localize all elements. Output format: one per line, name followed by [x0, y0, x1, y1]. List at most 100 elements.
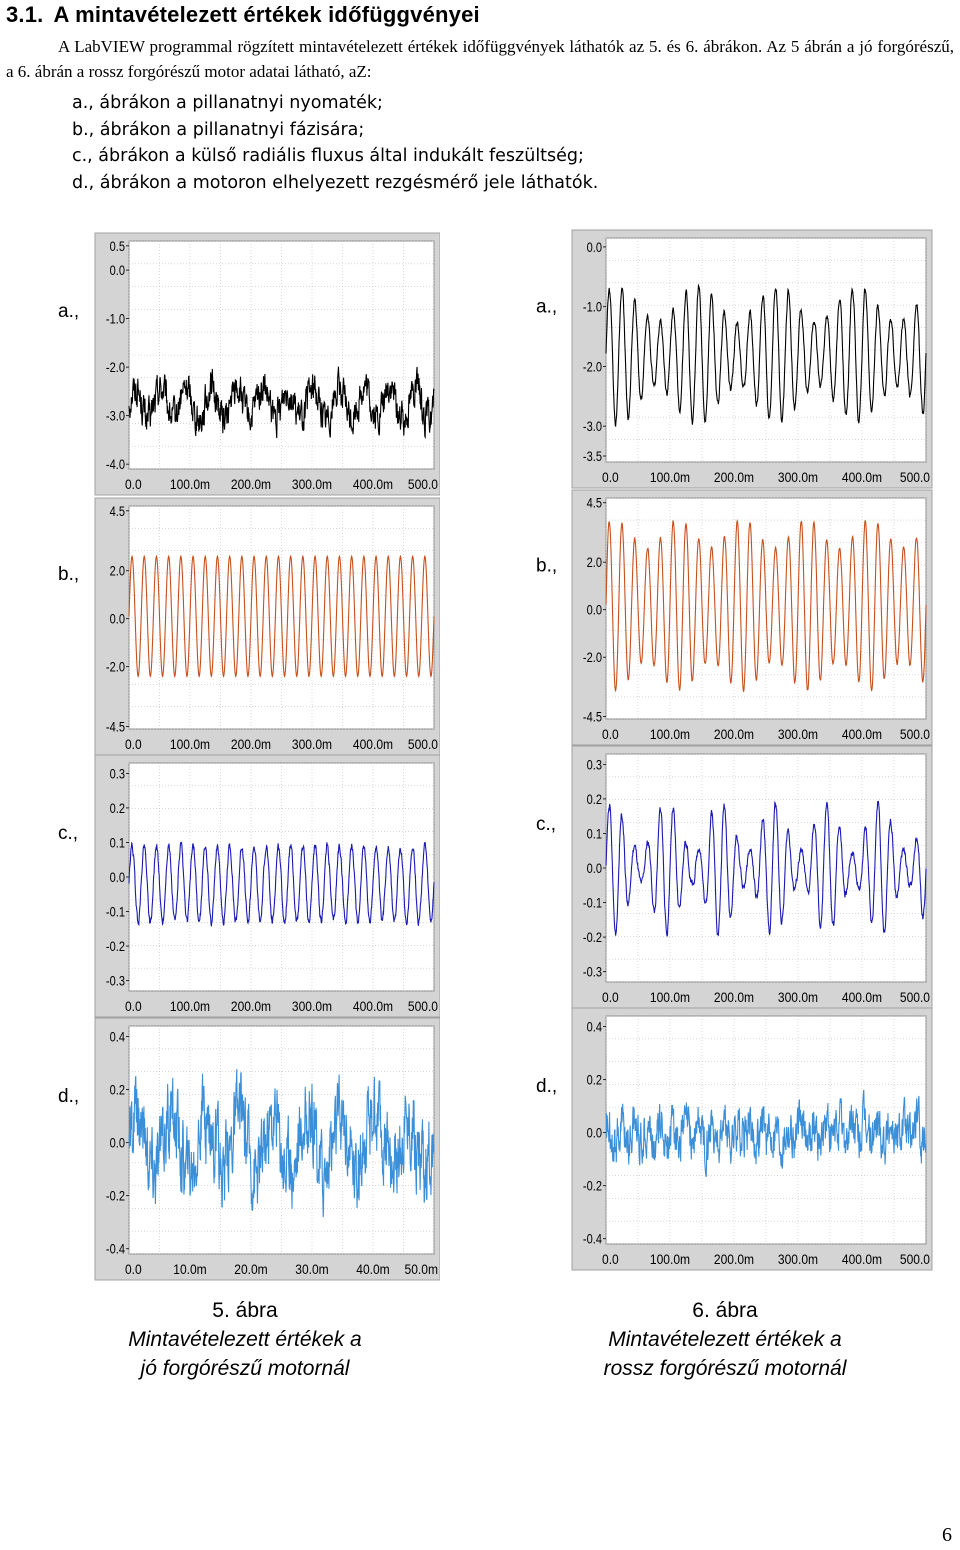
- page-number: 6: [942, 1524, 952, 1546]
- signal-trace: [605, 1089, 927, 1178]
- x-tick-label: 400.0m: [842, 726, 882, 742]
- panel-label: b.,: [536, 556, 557, 577]
- y-tick-label: -0.3: [106, 974, 125, 989]
- intro-paragraph: A LabVIEW programmal rögzített mintavéte…: [6, 34, 954, 84]
- y-tick-label: -4.5: [106, 720, 125, 735]
- intro-text: A LabVIEW programmal rögzített mintavéte…: [6, 37, 954, 81]
- section-number: 3.1.: [6, 2, 44, 27]
- x-tick-label: 500.0: [408, 998, 438, 1014]
- x-tick-label: 300.0m: [778, 726, 818, 742]
- chart-6-b: 4.52.00.0-2.0-4.50.0 100.0m 200.0m 300.0m 40…: [536, 489, 933, 746]
- y-tick-label: -0.2: [583, 1179, 602, 1194]
- panel-label: a.,: [58, 301, 79, 322]
- panel-label: d.,: [58, 1086, 79, 1107]
- panel-label: c.,: [536, 814, 556, 835]
- y-tick-label: 0.0: [110, 1136, 125, 1151]
- x-tick-label: 300.0m: [292, 476, 332, 492]
- x-tick-label: 500.0: [900, 1251, 930, 1267]
- x-tick-label: 500.0: [900, 989, 930, 1005]
- section-title: A mintavételezett értékek időfüggvényei: [53, 2, 480, 27]
- figure-6-caption-line1: Mintavételezett értékek a: [608, 1328, 842, 1351]
- chart-6-d: 0.40.20.0-0.2-0.40.0 100.0m 200.0m 300.0m 40…: [536, 1007, 933, 1271]
- list-item-c: c., ábrákon a külső radiális fluxus álta…: [72, 146, 584, 166]
- y-tick-label: 4.5: [587, 496, 602, 511]
- x-tick-label: 0.0: [125, 998, 142, 1014]
- x-tick-label: 500.0: [408, 736, 438, 752]
- x-tick-label: 0.0: [602, 1251, 619, 1267]
- y-tick-label: 0.0: [587, 861, 602, 876]
- y-tick-label: -1.0: [106, 312, 125, 327]
- figure-5-number: 5. ábra: [212, 1299, 278, 1322]
- list-item-a: a., ábrákon a pillanatnyi nyomaték;: [72, 93, 383, 113]
- y-tick-label: 0.2: [587, 792, 602, 807]
- x-tick-label: 500.0: [408, 476, 438, 492]
- y-tick-label: 0.1: [587, 826, 602, 841]
- signal-trace: [128, 1069, 435, 1218]
- y-tick-label: -4.0: [106, 457, 125, 472]
- y-tick-label: 0.2: [587, 1073, 602, 1088]
- y-tick-label: 0.1: [110, 835, 125, 850]
- y-tick-label: 0.0: [110, 870, 125, 885]
- panel-label: b.,: [58, 564, 79, 585]
- y-tick-label: -3.0: [583, 419, 602, 434]
- y-tick-label: 0.4: [110, 1030, 125, 1045]
- figure-6-caption: 6. ábra Mintavételezett értékek a rossz …: [570, 1296, 880, 1383]
- y-tick-label: -0.2: [583, 930, 602, 945]
- signal-trace: [128, 554, 435, 678]
- y-tick-label: -2.0: [106, 660, 125, 675]
- y-tick-label: 0.2: [110, 801, 125, 816]
- x-tick-label: 200.0m: [714, 989, 754, 1005]
- y-tick-label: -1.0: [583, 300, 602, 315]
- y-tick-label: -2.0: [583, 359, 602, 374]
- y-tick-label: -0.1: [583, 896, 602, 911]
- figure-5-caption-line2: jó forgórészű motornál: [140, 1357, 350, 1380]
- x-tick-label: 40.0m: [356, 1261, 390, 1277]
- signal-trace: [605, 283, 927, 427]
- y-tick-label: -0.1: [106, 905, 125, 920]
- y-tick-label: -2.0: [106, 360, 125, 375]
- x-tick-label: 0.0: [125, 1261, 142, 1277]
- x-tick-label: 100.0m: [170, 998, 210, 1014]
- y-tick-label: 4.5: [110, 504, 125, 519]
- list-item-d: d., ábrákon a motoron elhelyezett rezgés…: [72, 172, 599, 193]
- chart-6-c: 0.30.20.10.0-0.1-0.2-0.30.0 100.0m 200.0m 3…: [536, 745, 933, 1009]
- y-tick-label: 2.0: [587, 555, 602, 570]
- y-tick-label: 0.3: [110, 766, 125, 781]
- x-tick-label: 400.0m: [842, 1251, 882, 1267]
- y-tick-label: 0.0: [110, 263, 125, 278]
- x-tick-label: 200.0m: [714, 1251, 754, 1267]
- item-list: a., ábrákon a pillanatnyi nyomaték; b., …: [72, 90, 598, 196]
- x-tick-label: 200.0m: [714, 726, 754, 742]
- x-tick-label: 100.0m: [170, 736, 210, 752]
- x-tick-label: 400.0m: [842, 989, 882, 1005]
- x-tick-label: 100.0m: [650, 469, 690, 485]
- y-tick-label: -3.0: [106, 409, 125, 424]
- chart-5-b: 4.52.00.0-2.0-4.50.0 100.0m 200.0m 300.0m 40…: [58, 497, 440, 756]
- figure-5-charts: 0.5 0.0 -1.0 -2.0 -3.0 -4.0 0.0 100.0m 200.0m 300…: [58, 232, 440, 1281]
- y-tick-label: -0.4: [583, 1232, 602, 1247]
- x-tick-label: 300.0m: [778, 469, 818, 485]
- x-tick-label: 400.0m: [353, 476, 393, 492]
- y-tick-label: -0.3: [583, 965, 602, 980]
- x-tick-label: 0.0: [602, 989, 619, 1005]
- x-tick-label: 300.0m: [292, 736, 332, 752]
- x-tick-label: 0.0: [125, 736, 142, 752]
- figure-5-caption: 5. ábra Mintavételezett értékek a jó for…: [90, 1296, 400, 1383]
- x-tick-label: 0.0: [602, 726, 619, 742]
- x-tick-label: 300.0m: [778, 1251, 818, 1267]
- panel-label: c.,: [58, 823, 78, 844]
- y-tick-label: -3.5: [583, 449, 602, 464]
- x-tick-label: 300.0m: [778, 989, 818, 1005]
- y-tick-label: 0.2: [110, 1083, 125, 1098]
- signal-trace: [128, 841, 435, 927]
- y-tick-label: 0.0: [110, 612, 125, 627]
- chart-5-a: 0.50.0-1.0-2.0-3.0-4.00.0 100.0m 200.0m 300…: [58, 232, 440, 496]
- y-tick-label: -2.0: [583, 650, 602, 665]
- x-tick-label: 100.0m: [650, 726, 690, 742]
- x-tick-label: 30.0m: [295, 1261, 329, 1277]
- y-tick-label: 0.5: [110, 239, 125, 254]
- x-tick-label: 200.0m: [231, 998, 271, 1014]
- x-tick-label: 200.0m: [714, 469, 754, 485]
- x-tick-label: 400.0m: [353, 736, 393, 752]
- x-tick-label: 200.0m: [231, 476, 271, 492]
